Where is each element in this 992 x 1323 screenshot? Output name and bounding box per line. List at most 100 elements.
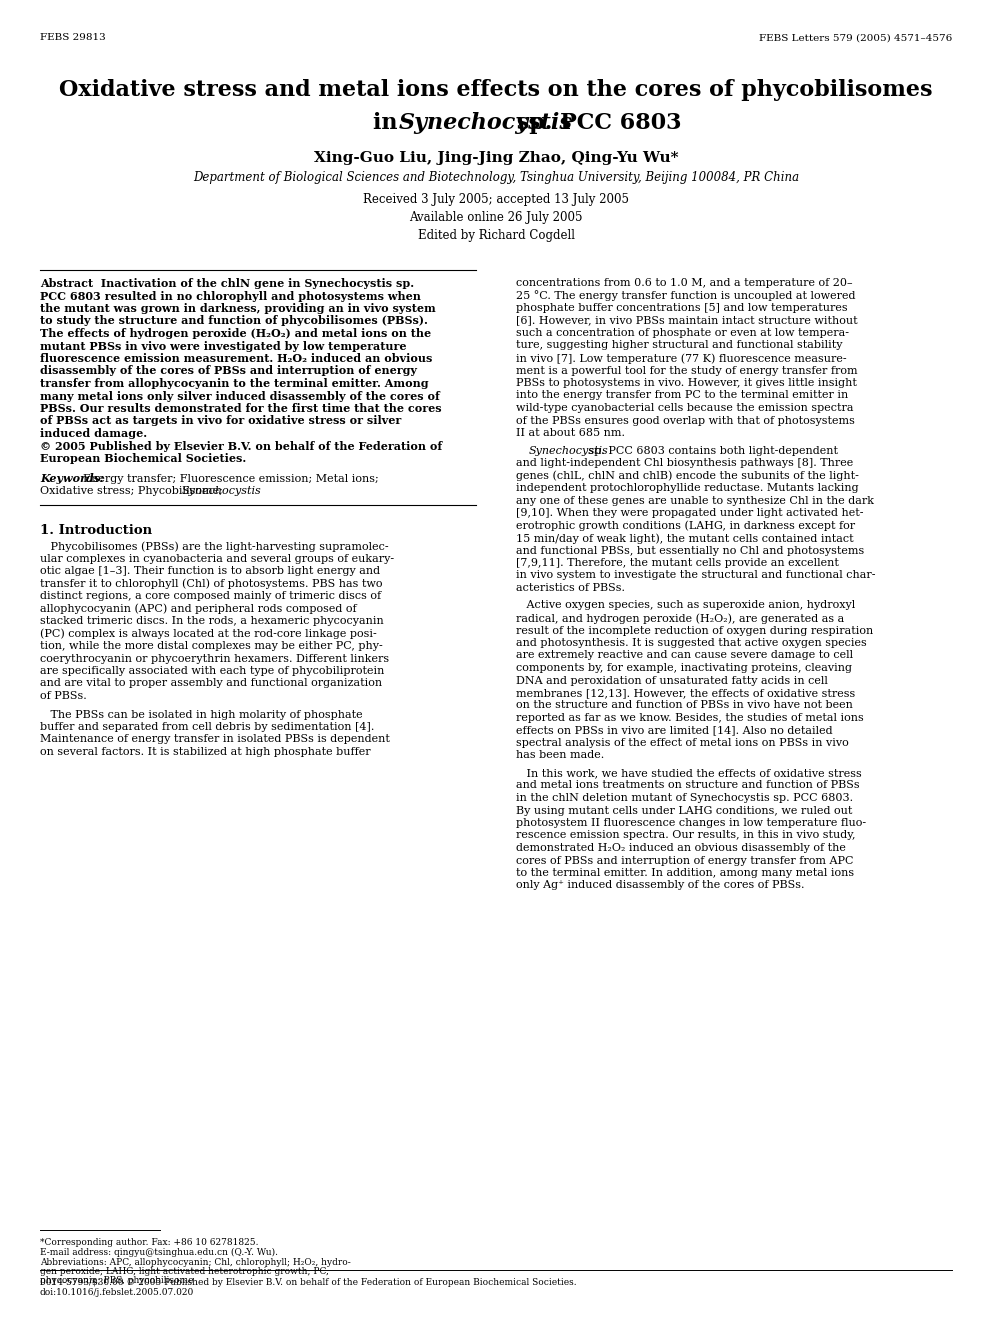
Text: ment is a powerful tool for the study of energy transfer from: ment is a powerful tool for the study of… (516, 365, 858, 376)
Text: fluorescence emission measurement. H₂O₂ induced an obvious: fluorescence emission measurement. H₂O₂ … (40, 353, 433, 364)
Text: The effects of hydrogen peroxide (H₂O₂) and metal ions on the: The effects of hydrogen peroxide (H₂O₂) … (40, 328, 432, 339)
Text: DNA and peroxidation of unsaturated fatty acids in cell: DNA and peroxidation of unsaturated fatt… (516, 676, 828, 685)
Text: Synechocystis: Synechocystis (398, 112, 572, 134)
Text: spectral analysis of the effect of metal ions on PBSs in vivo: spectral analysis of the effect of metal… (516, 738, 849, 747)
Text: tion, while the more distal complexes may be either PC, phy-: tion, while the more distal complexes ma… (40, 642, 383, 651)
Text: 15 min/day of weak light), the mutant cells contained intact: 15 min/day of weak light), the mutant ce… (516, 533, 854, 544)
Text: ture, suggesting higher structural and functional stability: ture, suggesting higher structural and f… (516, 340, 842, 351)
Text: stacked trimeric discs. In the rods, a hexameric phycocyanin: stacked trimeric discs. In the rods, a h… (40, 617, 384, 626)
Text: © 2005 Published by Elsevier B.V. on behalf of the Federation of: © 2005 Published by Elsevier B.V. on beh… (40, 441, 442, 451)
Text: Phycobilisomes (PBSs) are the light-harvesting supramolec-: Phycobilisomes (PBSs) are the light-harv… (40, 541, 389, 552)
Text: acteristics of PBSs.: acteristics of PBSs. (516, 583, 625, 593)
Text: otic algae [1–3]. Their function is to absorb light energy and: otic algae [1–3]. Their function is to a… (40, 566, 380, 576)
Text: effects on PBSs in vivo are limited [14]. Also no detailed: effects on PBSs in vivo are limited [14]… (516, 725, 832, 736)
Text: Maintenance of energy transfer in isolated PBSs is dependent: Maintenance of energy transfer in isolat… (40, 734, 390, 745)
Text: Department of Biological Sciences and Biotechnology, Tsinghua University, Beijin: Department of Biological Sciences and Bi… (192, 172, 800, 184)
Text: coerythrocyanin or phycoerythrin hexamers. Different linkers: coerythrocyanin or phycoerythrin hexamer… (40, 654, 389, 664)
Text: cores of PBSs and interruption of energy transfer from APC: cores of PBSs and interruption of energy… (516, 856, 853, 865)
Text: Oxidative stress and metal ions effects on the cores of phycobilisomes: Oxidative stress and metal ions effects … (60, 79, 932, 101)
Text: Edited by Richard Cogdell: Edited by Richard Cogdell (418, 229, 574, 242)
Text: By using mutant cells under LAHG conditions, we ruled out: By using mutant cells under LAHG conditi… (516, 806, 852, 815)
Text: and functional PBSs, but essentially no Chl and photosystems: and functional PBSs, but essentially no … (516, 545, 864, 556)
Text: buffer and separated from cell debris by sedimentation [4].: buffer and separated from cell debris by… (40, 722, 374, 732)
Text: Xing-Guo Liu, Jing-Jing Zhao, Qing-Yu Wu*: Xing-Guo Liu, Jing-Jing Zhao, Qing-Yu Wu… (313, 151, 679, 165)
Text: wild-type cyanobacterial cells because the emission spectra: wild-type cyanobacterial cells because t… (516, 404, 853, 413)
Text: reported as far as we know. Besides, the studies of metal ions: reported as far as we know. Besides, the… (516, 713, 864, 722)
Text: Received 3 July 2005; accepted 13 July 2005: Received 3 July 2005; accepted 13 July 2… (363, 193, 629, 206)
Text: Oxidative stress; Phycobilisome;: Oxidative stress; Phycobilisome; (40, 486, 226, 496)
Text: to the terminal emitter. In addition, among many metal ions: to the terminal emitter. In addition, am… (516, 868, 854, 878)
Text: of PBSs act as targets in vivo for oxidative stress or silver: of PBSs act as targets in vivo for oxida… (40, 415, 401, 426)
Text: phycocyanin; PBS, phycobilisome: phycocyanin; PBS, phycobilisome (40, 1275, 193, 1285)
Text: 1. Introduction: 1. Introduction (40, 524, 152, 537)
Text: doi:10.1016/j.febslet.2005.07.020: doi:10.1016/j.febslet.2005.07.020 (40, 1289, 194, 1297)
Text: has been made.: has been made. (516, 750, 604, 761)
Text: PCC 6803 resulted in no chlorophyll and photosystems when: PCC 6803 resulted in no chlorophyll and … (40, 291, 421, 302)
Text: Energy transfer; Fluorescence emission; Metal ions;: Energy transfer; Fluorescence emission; … (83, 474, 379, 483)
Text: many metal ions only silver induced disassembly of the cores of: many metal ions only silver induced disa… (40, 390, 439, 401)
Text: Abstract  Inactivation of the chlN gene in Synechocystis sp.: Abstract Inactivation of the chlN gene i… (40, 278, 414, 288)
Text: 25 °C. The energy transfer function is uncoupled at lowered: 25 °C. The energy transfer function is u… (516, 291, 855, 302)
Text: membranes [12,13]. However, the effects of oxidative stress: membranes [12,13]. However, the effects … (516, 688, 855, 699)
Text: on the structure and function of PBSs in vivo have not been: on the structure and function of PBSs in… (516, 700, 853, 710)
Text: genes (chlL, chlN and chlB) encode the subunits of the light-: genes (chlL, chlN and chlB) encode the s… (516, 471, 859, 482)
Text: Abbreviations: APC, allophycocyanin; Chl, chlorophyll; H₂O₂, hydro-: Abbreviations: APC, allophycocyanin; Chl… (40, 1258, 351, 1267)
Text: radical, and hydrogen peroxide (H₂O₂), are generated as a: radical, and hydrogen peroxide (H₂O₂), a… (516, 613, 844, 623)
Text: *Corresponding author. Fax: +86 10 62781825.: *Corresponding author. Fax: +86 10 62781… (40, 1238, 259, 1248)
Text: result of the incomplete reduction of oxygen during respiration: result of the incomplete reduction of ox… (516, 626, 873, 635)
Text: [9,10]. When they were propagated under light activated het-: [9,10]. When they were propagated under … (516, 508, 863, 519)
Text: and metal ions treatments on structure and function of PBSs: and metal ions treatments on structure a… (516, 781, 860, 791)
Text: such a concentration of phosphate or even at low tempera-: such a concentration of phosphate or eve… (516, 328, 849, 337)
Text: Keywords:: Keywords: (40, 474, 108, 484)
Text: FEBS Letters 579 (2005) 4571–4576: FEBS Letters 579 (2005) 4571–4576 (759, 33, 952, 42)
Text: transfer from allophycocyanin to the terminal emitter. Among: transfer from allophycocyanin to the ter… (40, 378, 429, 389)
Text: the mutant was grown in darkness, providing an in vivo system: the mutant was grown in darkness, provid… (40, 303, 435, 314)
Text: photosystem II fluorescence changes in low temperature fluo-: photosystem II fluorescence changes in l… (516, 818, 866, 828)
Text: E-mail address: qingyu@tsinghua.edu.cn (Q.-Y. Wu).: E-mail address: qingyu@tsinghua.edu.cn (… (40, 1248, 278, 1257)
Text: mutant PBSs in vivo were investigated by low temperature: mutant PBSs in vivo were investigated by… (40, 340, 407, 352)
Text: Active oxygen species, such as superoxide anion, hydroxyl: Active oxygen species, such as superoxid… (516, 601, 855, 610)
Text: on several factors. It is stabilized at high phosphate buffer: on several factors. It is stabilized at … (40, 747, 371, 757)
Text: in vivo [7]. Low temperature (77 K) fluorescence measure-: in vivo [7]. Low temperature (77 K) fluo… (516, 353, 846, 364)
Text: [6]. However, in vivo PBSs maintain intact structure without: [6]. However, in vivo PBSs maintain inta… (516, 315, 858, 325)
Text: in vivo system to investigate the structural and functional char-: in vivo system to investigate the struct… (516, 570, 876, 581)
Text: (PC) complex is always located at the rod-core linkage posi-: (PC) complex is always located at the ro… (40, 628, 377, 639)
Text: are specifically associated with each type of phycobiliprotein: are specifically associated with each ty… (40, 665, 384, 676)
Text: independent protochlorophyllide reductase. Mutants lacking: independent protochlorophyllide reductas… (516, 483, 859, 493)
Text: distinct regions, a core composed mainly of trimeric discs of: distinct regions, a core composed mainly… (40, 591, 381, 601)
Text: induced damage.: induced damage. (40, 429, 147, 439)
Text: Available online 26 July 2005: Available online 26 July 2005 (410, 212, 582, 225)
Text: allophycocyanin (APC) and peripheral rods composed of: allophycocyanin (APC) and peripheral rod… (40, 603, 357, 614)
Text: FEBS 29813: FEBS 29813 (40, 33, 106, 42)
Text: Synechocystis: Synechocystis (529, 446, 609, 455)
Text: and light-independent Chl biosynthesis pathways [8]. Three: and light-independent Chl biosynthesis p… (516, 458, 853, 468)
Text: in: in (373, 112, 405, 134)
Text: Synechocystis: Synechocystis (182, 486, 262, 496)
Text: gen peroxide; LAHG, light activated heterotrophic growth; PC,: gen peroxide; LAHG, light activated hete… (40, 1267, 329, 1275)
Text: phosphate buffer concentrations [5] and low temperatures: phosphate buffer concentrations [5] and … (516, 303, 847, 314)
Text: and are vital to proper assembly and functional organization: and are vital to proper assembly and fun… (40, 679, 382, 688)
Text: PBSs to photosystems in vivo. However, it gives little insight: PBSs to photosystems in vivo. However, i… (516, 378, 857, 388)
Text: concentrations from 0.6 to 1.0 M, and a temperature of 20–: concentrations from 0.6 to 1.0 M, and a … (516, 278, 853, 288)
Text: to study the structure and function of phycobilisomes (PBSs).: to study the structure and function of p… (40, 315, 428, 327)
Text: ular complexes in cyanobacteria and several groups of eukary-: ular complexes in cyanobacteria and seve… (40, 553, 394, 564)
Text: PBSs. Our results demonstrated for the first time that the cores: PBSs. Our results demonstrated for the f… (40, 404, 441, 414)
Text: The PBSs can be isolated in high molarity of phosphate: The PBSs can be isolated in high molarit… (40, 709, 363, 720)
Text: demonstrated H₂O₂ induced an obvious disassembly of the: demonstrated H₂O₂ induced an obvious dis… (516, 843, 846, 853)
Text: erotrophic growth conditions (LAHG, in darkness except for: erotrophic growth conditions (LAHG, in d… (516, 520, 855, 531)
Text: into the energy transfer from PC to the terminal emitter in: into the energy transfer from PC to the … (516, 390, 848, 401)
Text: any one of these genes are unable to synthesize Chl in the dark: any one of these genes are unable to syn… (516, 496, 874, 505)
Text: rescence emission spectra. Our results, in this in vivo study,: rescence emission spectra. Our results, … (516, 831, 855, 840)
Text: European Biochemical Societies.: European Biochemical Societies. (40, 452, 246, 464)
Text: [7,9,11]. Therefore, the mutant cells provide an excellent: [7,9,11]. Therefore, the mutant cells pr… (516, 558, 839, 568)
Text: in the chlN deletion mutant of Synechocystis sp. PCC 6803.: in the chlN deletion mutant of Synechocy… (516, 792, 853, 803)
Text: of the PBSs ensures good overlap with that of photosystems: of the PBSs ensures good overlap with th… (516, 415, 855, 426)
Text: components by, for example, inactivating proteins, cleaving: components by, for example, inactivating… (516, 663, 852, 673)
Text: and photosynthesis. It is suggested that active oxygen species: and photosynthesis. It is suggested that… (516, 638, 867, 648)
Text: sp. PCC 6803: sp. PCC 6803 (509, 112, 682, 134)
Text: disassembly of the cores of PBSs and interruption of energy: disassembly of the cores of PBSs and int… (40, 365, 417, 377)
Text: In this work, we have studied the effects of oxidative stress: In this work, we have studied the effect… (516, 767, 862, 778)
Text: sp. PCC 6803 contains both light-dependent: sp. PCC 6803 contains both light-depende… (585, 446, 838, 455)
Text: 0014-5793/$30.00 © 2005 Published by Elsevier B.V. on behalf of the Federation o: 0014-5793/$30.00 © 2005 Published by Els… (40, 1278, 576, 1287)
Text: II at about 685 nm.: II at about 685 nm. (516, 429, 625, 438)
